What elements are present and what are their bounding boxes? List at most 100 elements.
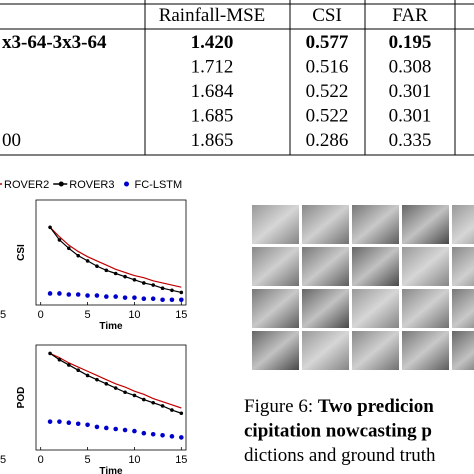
x-tick-label: 10 [128,309,140,321]
data-point [170,288,174,293]
legend-swatch [58,181,64,187]
radar-frame [452,247,474,286]
table-cell: 1.865 [191,130,234,151]
data-point [123,390,127,395]
data-point [48,225,52,230]
table-header: Rainfall-MSE [159,5,266,26]
caption-line: dictions and ground truth [244,445,436,466]
caption-line: cipitation nowcasting p [244,421,432,442]
data-point [132,428,137,434]
data-point [95,264,99,268]
data-point [122,295,128,300]
data-point [48,351,52,356]
data-point [95,377,99,382]
data-point [75,292,81,297]
data-point [113,294,118,299]
radar-frame [452,331,474,370]
y-tick-fragment: 5 [0,454,6,466]
x-tick-label: 0 [38,309,44,321]
data-point [141,296,147,302]
caption-text: Two predicion [318,396,434,417]
data-point [160,433,165,438]
x-tick-label: 15 [175,309,187,321]
y-axis-label: CSI [16,244,27,261]
caption-text: dictions and ground truth [244,445,436,466]
data-point [104,294,109,299]
legend-swatch [124,181,129,187]
radar-frame [302,331,349,370]
data-point [150,296,156,302]
radar-frame [252,205,299,244]
table-cell: 0.195 [389,32,432,53]
data-point [57,419,62,424]
data-point [150,431,156,437]
table-cell: 00 [2,130,21,151]
y-tick-fragment: 5 [0,309,6,321]
table-cell: x3-64-3x3-64 [2,32,107,53]
data-point [85,259,90,263]
data-point [104,268,109,273]
radar-frame [352,289,399,328]
data-point [122,427,128,433]
data-point [179,290,184,295]
data-point [142,281,146,285]
data-point [132,278,137,282]
table-cell: 0.335 [389,130,432,151]
table-cell: 0.516 [306,57,349,78]
series-line [49,226,182,288]
radar-frame [302,247,349,286]
data-point [104,382,109,386]
data-point [85,293,90,298]
data-point [160,404,165,408]
data-point [85,422,90,428]
caption-text: Figure 6: [244,396,318,417]
data-point [142,397,146,402]
radar-frame [252,247,299,286]
table-cell: 1.684 [191,81,234,102]
radar-frame [302,289,349,328]
radar-frame [252,331,299,370]
data-point [132,393,137,398]
data-point [113,271,118,276]
x-axis-label: Time [99,321,123,332]
caption-line: Figure 6: Two predicion [244,396,434,417]
table-cell: 0.522 [306,81,349,102]
data-point [179,435,184,440]
data-point [47,291,53,296]
radar-frame [352,205,399,244]
radar-frame [402,331,449,370]
x-tick-label: 5 [85,309,91,321]
x-tick-label: 10 [128,454,140,466]
radar-frame [452,205,474,244]
data-point [66,420,72,426]
legend-label: FC-LSTM [135,179,183,191]
data-point [132,295,137,300]
radar-frame [402,205,449,244]
plot-frame [35,344,187,451]
x-tick-label: 15 [175,454,187,466]
data-point [76,368,80,373]
radar-frame [352,247,399,286]
data-point [94,424,100,430]
data-point [57,238,62,242]
data-point [160,286,165,291]
data-point [104,425,109,431]
data-point [170,408,174,412]
table-cell: 1.685 [191,106,234,127]
data-point [57,357,62,362]
legend-label: ROVER3 [69,179,114,191]
table-cell: 1.420 [191,32,234,53]
table-cell: 0.301 [389,81,432,102]
caption-text: cipitation nowcasting p [244,421,432,442]
radar-frame [452,289,474,328]
table-header: FAR [392,5,428,26]
table-cell: 1.712 [191,57,234,78]
data-point [169,297,175,303]
table-header: CSI [312,5,342,26]
data-point [66,292,72,297]
table-cell: 0.308 [389,57,432,78]
table-cell: 0.301 [389,106,432,127]
radar-image-grid [252,205,474,370]
data-point [123,274,127,279]
